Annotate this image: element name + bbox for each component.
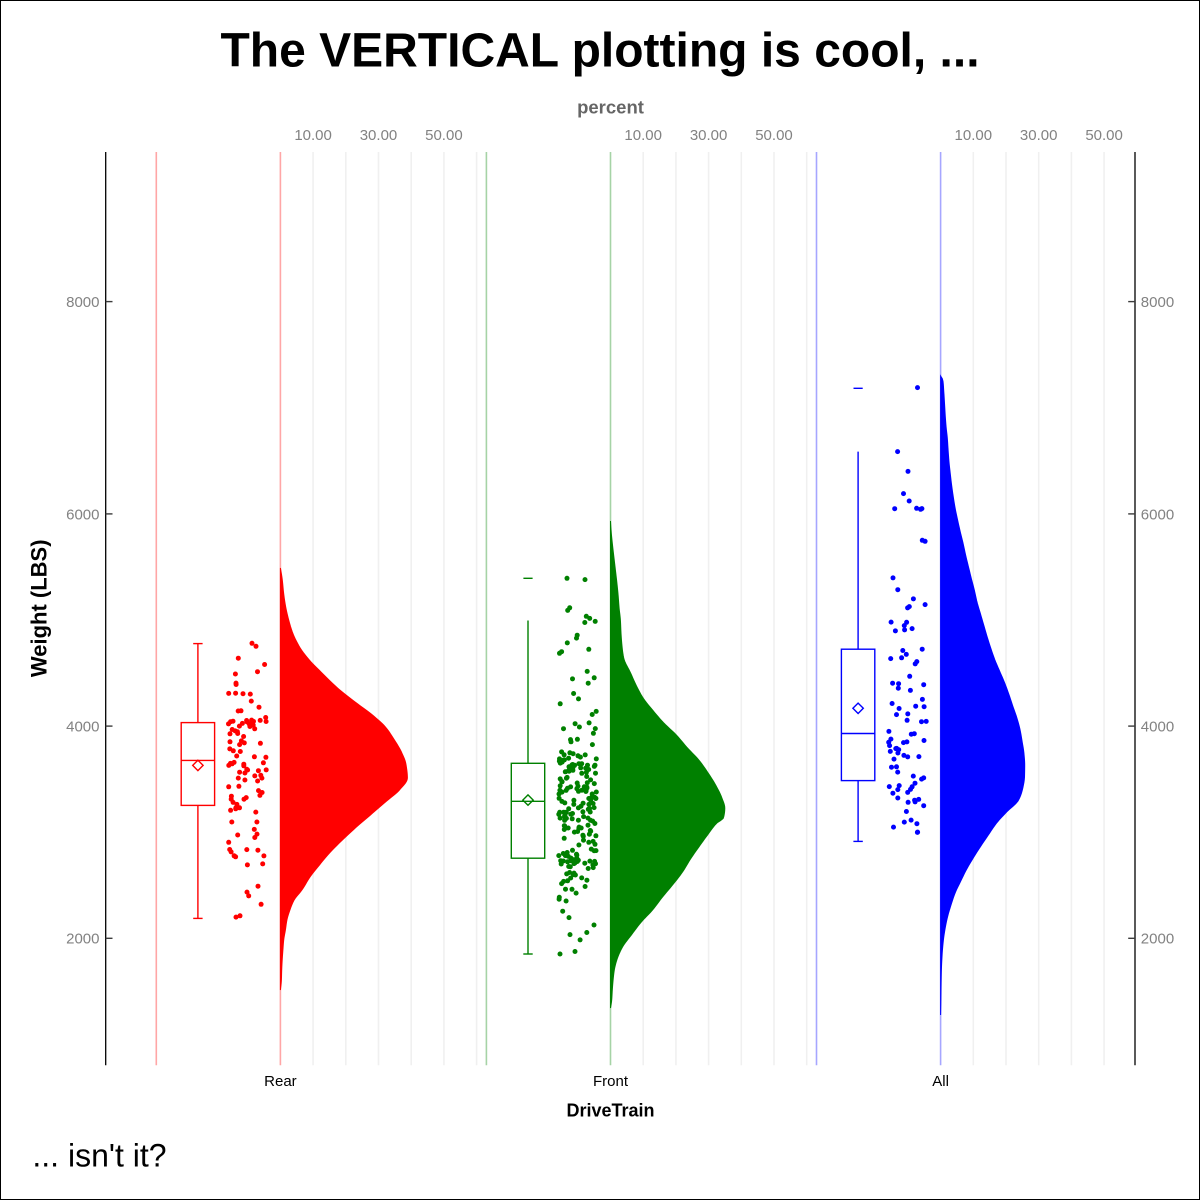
svg-text:50.00: 50.00	[1085, 127, 1123, 144]
svg-text:10.00: 10.00	[294, 127, 332, 144]
svg-text:10.00: 10.00	[624, 127, 662, 144]
svg-text:30.00: 30.00	[690, 127, 728, 144]
svg-text:6000: 6000	[66, 506, 99, 523]
svg-text:30.00: 30.00	[360, 127, 398, 144]
svg-text:50.00: 50.00	[425, 127, 463, 144]
svg-text:10.00: 10.00	[955, 127, 993, 144]
svg-text:8000: 8000	[66, 294, 99, 311]
svg-text:percent: percent	[577, 97, 644, 118]
svg-text:6000: 6000	[1141, 506, 1174, 523]
svg-text:Weight (LBS): Weight (LBS)	[27, 539, 52, 677]
svg-text:The VERTICAL plotting is cool,: The VERTICAL plotting is cool, ...	[220, 25, 979, 78]
svg-text:4000: 4000	[66, 719, 99, 736]
svg-text:8000: 8000	[1141, 294, 1174, 311]
svg-text:50.00: 50.00	[755, 127, 793, 144]
svg-text:4000: 4000	[1141, 719, 1174, 736]
svg-text:2000: 2000	[66, 931, 99, 948]
svg-text:2000: 2000	[1141, 931, 1174, 948]
svg-text:Rear: Rear	[264, 1073, 297, 1090]
svg-text:... isn't it?: ... isn't it?	[32, 1138, 166, 1174]
svg-text:30.00: 30.00	[1020, 127, 1058, 144]
svg-text:DriveTrain: DriveTrain	[566, 1101, 654, 1121]
svg-text:All: All	[932, 1073, 949, 1090]
svg-text:Front: Front	[593, 1073, 629, 1090]
